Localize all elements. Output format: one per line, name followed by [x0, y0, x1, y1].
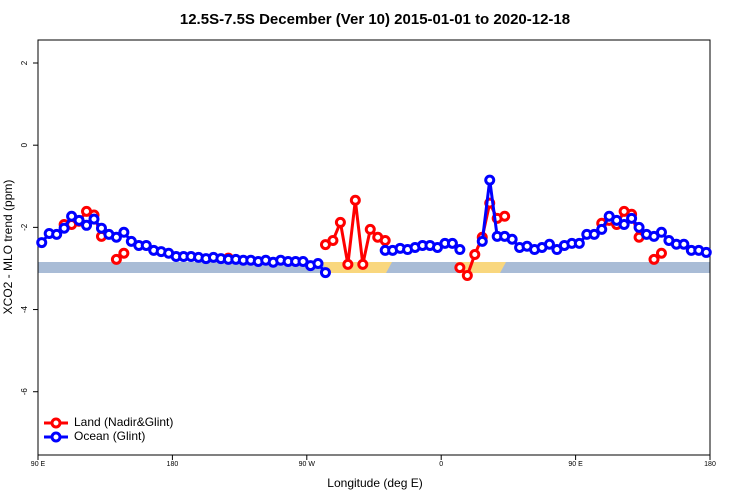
x-tick-label: 90 E	[31, 461, 46, 468]
legend-label: Ocean (Glint)	[74, 429, 145, 443]
point	[618, 218, 630, 230]
point	[499, 210, 511, 222]
point	[678, 238, 690, 250]
point	[349, 194, 361, 206]
legend-marker	[50, 431, 62, 443]
map-strip	[38, 262, 710, 273]
point	[655, 247, 667, 259]
point	[110, 231, 122, 243]
point	[118, 247, 130, 259]
y-axis-label: XCO2 - MLO trend (ppm)	[1, 180, 15, 315]
x-tick-label: 180	[167, 461, 179, 468]
x-tick-label: 90 E	[568, 461, 583, 468]
point	[36, 237, 48, 249]
x-axis-label: Longitude (deg E)	[327, 476, 422, 490]
point	[51, 228, 63, 240]
point	[633, 221, 645, 233]
point	[140, 239, 152, 251]
point	[334, 216, 346, 228]
point	[461, 269, 473, 281]
point	[110, 253, 122, 265]
y-tick-label: 0	[20, 142, 29, 147]
legend-marker	[50, 417, 62, 429]
x-tick-label: 90 W	[299, 461, 316, 468]
y-tick-label: -6	[20, 388, 29, 396]
point	[700, 246, 712, 258]
y-tick-label: 2	[20, 60, 29, 65]
point	[364, 223, 376, 235]
point	[342, 258, 354, 270]
point	[88, 213, 100, 225]
chart-title: 12.5S-7.5S December (Ver 10) 2015-01-01 …	[180, 11, 570, 28]
point	[506, 233, 518, 245]
point	[73, 214, 85, 226]
land-strip	[322, 262, 392, 273]
point	[655, 226, 667, 238]
point	[379, 235, 391, 247]
point	[469, 248, 481, 260]
point	[476, 235, 488, 247]
point	[626, 212, 638, 224]
y-tick-label: -4	[20, 305, 29, 313]
point	[446, 237, 458, 249]
y-tick-label: -2	[20, 223, 29, 231]
point	[81, 219, 93, 231]
point	[543, 238, 555, 250]
point	[596, 223, 608, 235]
point	[454, 262, 466, 274]
point	[58, 222, 70, 234]
point	[648, 253, 660, 265]
point	[95, 222, 107, 234]
point	[588, 228, 600, 240]
point	[118, 226, 130, 238]
point	[454, 244, 466, 256]
point	[327, 235, 339, 247]
point	[484, 174, 496, 186]
legend-label: Land (Nadir&Glint)	[74, 415, 173, 429]
x-tick-label: 0	[439, 461, 443, 468]
point	[312, 258, 324, 270]
plot-frame	[37, 39, 711, 456]
point	[573, 237, 585, 249]
point	[319, 267, 331, 279]
x-tick-label: 180	[704, 461, 716, 468]
point	[357, 258, 369, 270]
